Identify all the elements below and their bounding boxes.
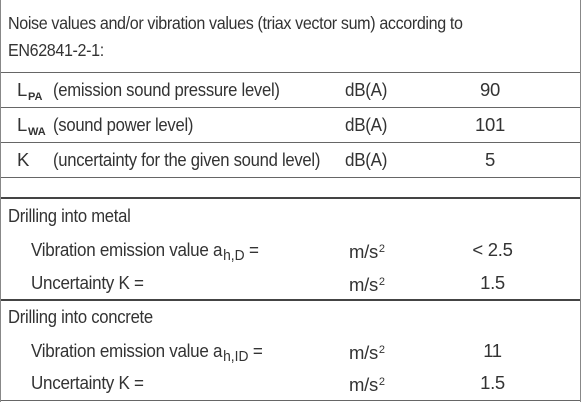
unit: m/s2 (349, 374, 385, 395)
unit: dB(A) (345, 114, 388, 135)
description: (uncertainty for the given sound level) (53, 149, 321, 170)
value: 90 (480, 79, 500, 100)
vibration-label: Uncertainty K = (31, 272, 144, 293)
description: (emission sound pressure level) (53, 79, 280, 100)
divider (0, 107, 581, 108)
noise-row-k: K (uncertainty for the given sound level… (0, 143, 581, 177)
value: 1.5 (480, 372, 505, 393)
vibration-row-concrete-uncertainty: Uncertainty K = m/s2 1.5 (0, 366, 581, 399)
unit: dB(A) (345, 79, 388, 100)
symbol-subscript: PA (28, 91, 43, 103)
unit: m/s2 (349, 241, 385, 262)
value: 1.5 (480, 272, 505, 293)
unit: dB(A) (345, 149, 388, 170)
divider (0, 72, 581, 73)
symbol: LWA (17, 114, 46, 138)
value: 11 (483, 340, 502, 361)
vibration-row-metal-emission: Vibration emission value ah,D = m/s2 < 2… (0, 233, 581, 266)
vibration-label: Uncertainty K = (31, 372, 144, 393)
symbol: K (17, 149, 30, 170)
unit: m/s2 (349, 274, 385, 295)
symbol: LPA (17, 79, 43, 103)
description: (sound power level) (53, 114, 194, 135)
divider (0, 400, 581, 401)
divider (0, 142, 581, 143)
value: 5 (485, 149, 495, 170)
section-title-concrete: Drilling into concrete (8, 306, 153, 327)
section-title-metal: Drilling into metal (8, 205, 131, 226)
value: < 2.5 (472, 239, 513, 260)
symbol-subscript: WA (28, 126, 46, 138)
divider (0, 177, 581, 178)
vibration-row-metal-uncertainty: Uncertainty K = m/s2 1.5 (0, 266, 581, 299)
vibration-label: Vibration emission value ah,ID = (31, 340, 263, 365)
unit: m/s2 (349, 342, 385, 363)
noise-row-lpa: LPA (emission sound pressure level) dB(A… (0, 73, 581, 107)
label-subscript: h,ID (223, 348, 249, 365)
vibration-row-concrete-emission: Vibration emission value ah,ID = m/s2 11 (0, 334, 581, 367)
section-divider (0, 197, 581, 199)
value: 101 (475, 114, 505, 135)
noise-row-lwa: LWA (sound power level) dB(A) 101 (0, 108, 581, 142)
table-header-text: Noise values and/or vibration values (tr… (8, 13, 463, 60)
section-divider (0, 299, 581, 301)
left-border (0, 0, 1, 402)
label-subscript: h,D (223, 247, 245, 264)
vibration-label: Vibration emission value ah,D = (31, 239, 259, 264)
